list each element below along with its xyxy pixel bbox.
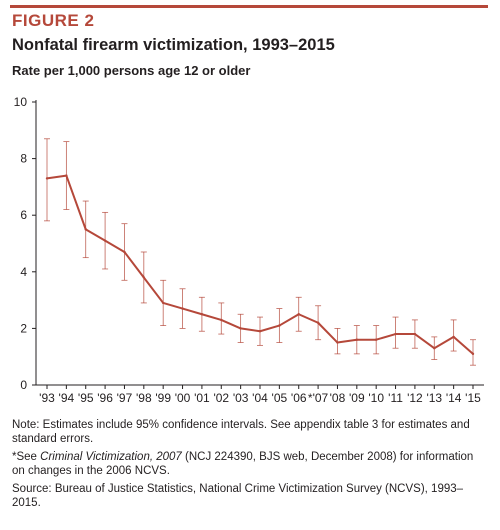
data-point xyxy=(278,324,281,327)
data-point xyxy=(200,313,204,316)
chart-subtitle: Rate per 1,000 persons age 12 or older xyxy=(12,63,251,78)
data-point xyxy=(142,276,146,279)
data-point xyxy=(471,352,475,356)
x-tick-label: '94 xyxy=(59,391,75,405)
data-point xyxy=(433,347,436,350)
notes: Note: Estimates include 95% confidence i… xyxy=(12,418,482,514)
x-tick-label: '97 xyxy=(117,391,133,405)
x-tick-label: '98 xyxy=(136,391,152,405)
x-tick-label: '12 xyxy=(407,391,423,405)
note-text: Note: Estimates include 95% confidence i… xyxy=(12,419,470,445)
data-point xyxy=(374,338,378,341)
x-tick-label: '15 xyxy=(465,391,481,405)
x-tick-label: '10 xyxy=(368,391,384,405)
error-bar xyxy=(450,319,457,352)
data-point xyxy=(161,301,165,305)
see-text: *See Criminal Victimization, 2007 (NCJ 2… xyxy=(12,450,482,478)
data-point xyxy=(45,177,49,180)
line-chart: 0 2 4 6 8 10 '93 '94'95'96 '97'98'99 '00'01'02 '0… xyxy=(14,95,484,405)
data-point xyxy=(413,332,417,336)
x-axis: '93'94'95'96'97'98'99'00'01'02'03'04'05 '… xyxy=(36,384,484,405)
see-prefix: *See xyxy=(12,451,41,463)
error-bars xyxy=(44,138,476,366)
y-axis: 0 2 4 6 8 10 xyxy=(14,95,37,392)
x-tick-label: *'07 xyxy=(308,391,329,405)
source-text: Source: Bureau of Justice Statistics, Na… xyxy=(12,483,464,509)
data-point xyxy=(297,313,300,316)
series-line-group xyxy=(45,174,475,356)
data-point xyxy=(220,318,223,322)
see-suffix: (NCJ 224390, BJS web, December 2008) for… xyxy=(12,451,474,477)
y-tick-label: 4 xyxy=(20,265,27,279)
data-point xyxy=(84,228,87,231)
data-point xyxy=(355,338,359,341)
y-tick-label: 0 xyxy=(20,378,27,392)
error-bar xyxy=(392,316,399,349)
y-tick-label: 6 xyxy=(20,208,27,222)
x-tick-label: '08 xyxy=(330,391,346,405)
error-bar xyxy=(218,302,225,335)
y-tick-label: 8 xyxy=(20,152,27,166)
data-point xyxy=(336,341,339,344)
x-tick-label: '01 xyxy=(194,391,210,405)
x-tick-label: '99 xyxy=(155,391,171,405)
error-bar xyxy=(470,339,476,366)
x-tick-label: '96 xyxy=(97,391,113,405)
x-tick-label: '95 xyxy=(78,391,94,405)
data-point xyxy=(258,330,262,333)
data-point xyxy=(123,250,126,254)
data-point xyxy=(181,307,184,310)
see-title: Criminal Victimization, 2007 xyxy=(40,451,182,463)
x-tick-label: '04 xyxy=(252,391,268,405)
data-point xyxy=(452,335,455,339)
x-tick-label: '09 xyxy=(349,391,365,405)
figure-label: FIGURE 2 xyxy=(12,11,95,30)
x-tick-label: '11 xyxy=(388,391,403,405)
y-tick-label: 2 xyxy=(20,321,27,335)
top-rule xyxy=(10,5,488,8)
x-tick-label: '03 xyxy=(233,391,249,405)
x-tick-label: '05 xyxy=(272,391,288,405)
data-point xyxy=(316,321,320,324)
error-bar xyxy=(44,138,50,222)
chart-title: Nonfatal firearm victimization, 1993–201… xyxy=(12,36,335,54)
x-tick-label: '93 xyxy=(39,391,55,405)
x-tick-label: '00 xyxy=(175,391,191,405)
x-tick-label: '13 xyxy=(426,391,442,405)
x-tick-label: '06 xyxy=(291,391,307,405)
data-point xyxy=(239,327,242,330)
x-tick-label: '02 xyxy=(213,391,229,405)
data-point xyxy=(65,174,68,177)
y-tick-label: 10 xyxy=(14,95,28,109)
data-point xyxy=(103,239,107,242)
data-point xyxy=(394,332,397,336)
x-tick-label: '14 xyxy=(446,391,462,405)
